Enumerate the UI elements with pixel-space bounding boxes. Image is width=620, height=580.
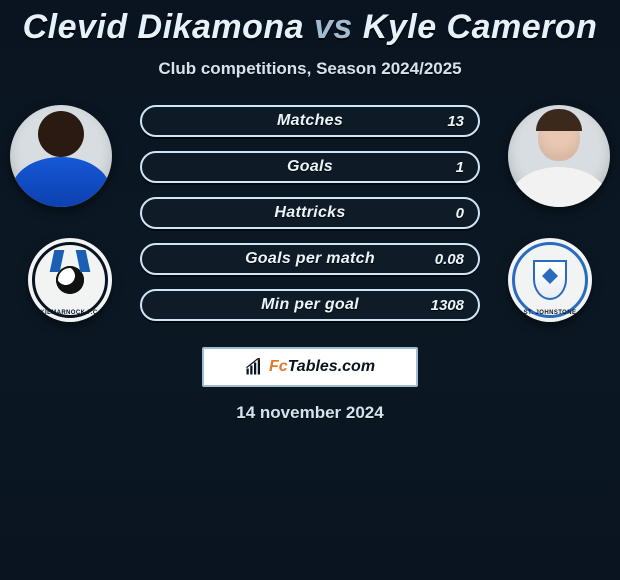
- crest-ribbons: [48, 250, 92, 268]
- stat-row: Goals 1: [140, 151, 480, 183]
- stat-row: Min per goal 1308: [140, 289, 480, 321]
- brand-name: FcTables.com: [269, 358, 375, 376]
- stat-right-value: 1308: [410, 297, 464, 314]
- player1-club-crest: KILMARNOCK F.C.: [28, 238, 112, 322]
- stat-right-value: 13: [410, 113, 464, 130]
- crest-shield-icon: [533, 260, 567, 300]
- stat-label: Min per goal: [210, 296, 410, 314]
- stats-list: Matches 13 Goals 1 Hattricks 0 Goals per…: [140, 105, 480, 335]
- brand-name-rest: Tables.com: [288, 358, 375, 375]
- player2-avatar: [508, 105, 610, 207]
- player2-photo: [508, 105, 610, 207]
- subtitle: Club competitions, Season 2024/2025: [0, 59, 620, 79]
- stat-label: Matches: [210, 112, 410, 130]
- stat-right-value: 1: [410, 159, 464, 176]
- player1-avatar: [10, 105, 112, 207]
- stat-row: Goals per match 0.08: [140, 243, 480, 275]
- player1-photo: [10, 105, 112, 207]
- stat-label: Goals: [210, 158, 410, 176]
- title-player1: Clevid Dikamona: [23, 8, 304, 46]
- page-title: Clevid Dikamona vs Kyle Cameron: [0, 8, 620, 47]
- stat-row: Matches 13: [140, 105, 480, 137]
- comparison-body: KILMARNOCK F.C. ST. JOHNSTONE Matches 13…: [0, 105, 620, 335]
- brand-badge: FcTables.com: [202, 347, 418, 387]
- stat-right-value: 0.08: [410, 251, 464, 268]
- player2-club-crest: ST. JOHNSTONE: [508, 238, 592, 322]
- title-player2: Kyle Cameron: [363, 8, 598, 46]
- player2-club-name: ST. JOHNSTONE: [508, 310, 592, 316]
- title-vs: vs: [314, 8, 353, 46]
- bar-chart-icon: [245, 358, 263, 376]
- stat-row: Hattricks 0: [140, 197, 480, 229]
- stat-right-value: 0: [410, 205, 464, 222]
- brand-name-prefix: Fc: [269, 358, 288, 375]
- comparison-card: Clevid Dikamona vs Kyle Cameron Club com…: [0, 0, 620, 423]
- player1-club-name: KILMARNOCK F.C.: [28, 310, 112, 316]
- stat-label: Goals per match: [210, 250, 410, 268]
- player2-hair: [536, 109, 582, 131]
- stat-label: Hattricks: [210, 204, 410, 222]
- snapshot-date: 14 november 2024: [0, 403, 620, 423]
